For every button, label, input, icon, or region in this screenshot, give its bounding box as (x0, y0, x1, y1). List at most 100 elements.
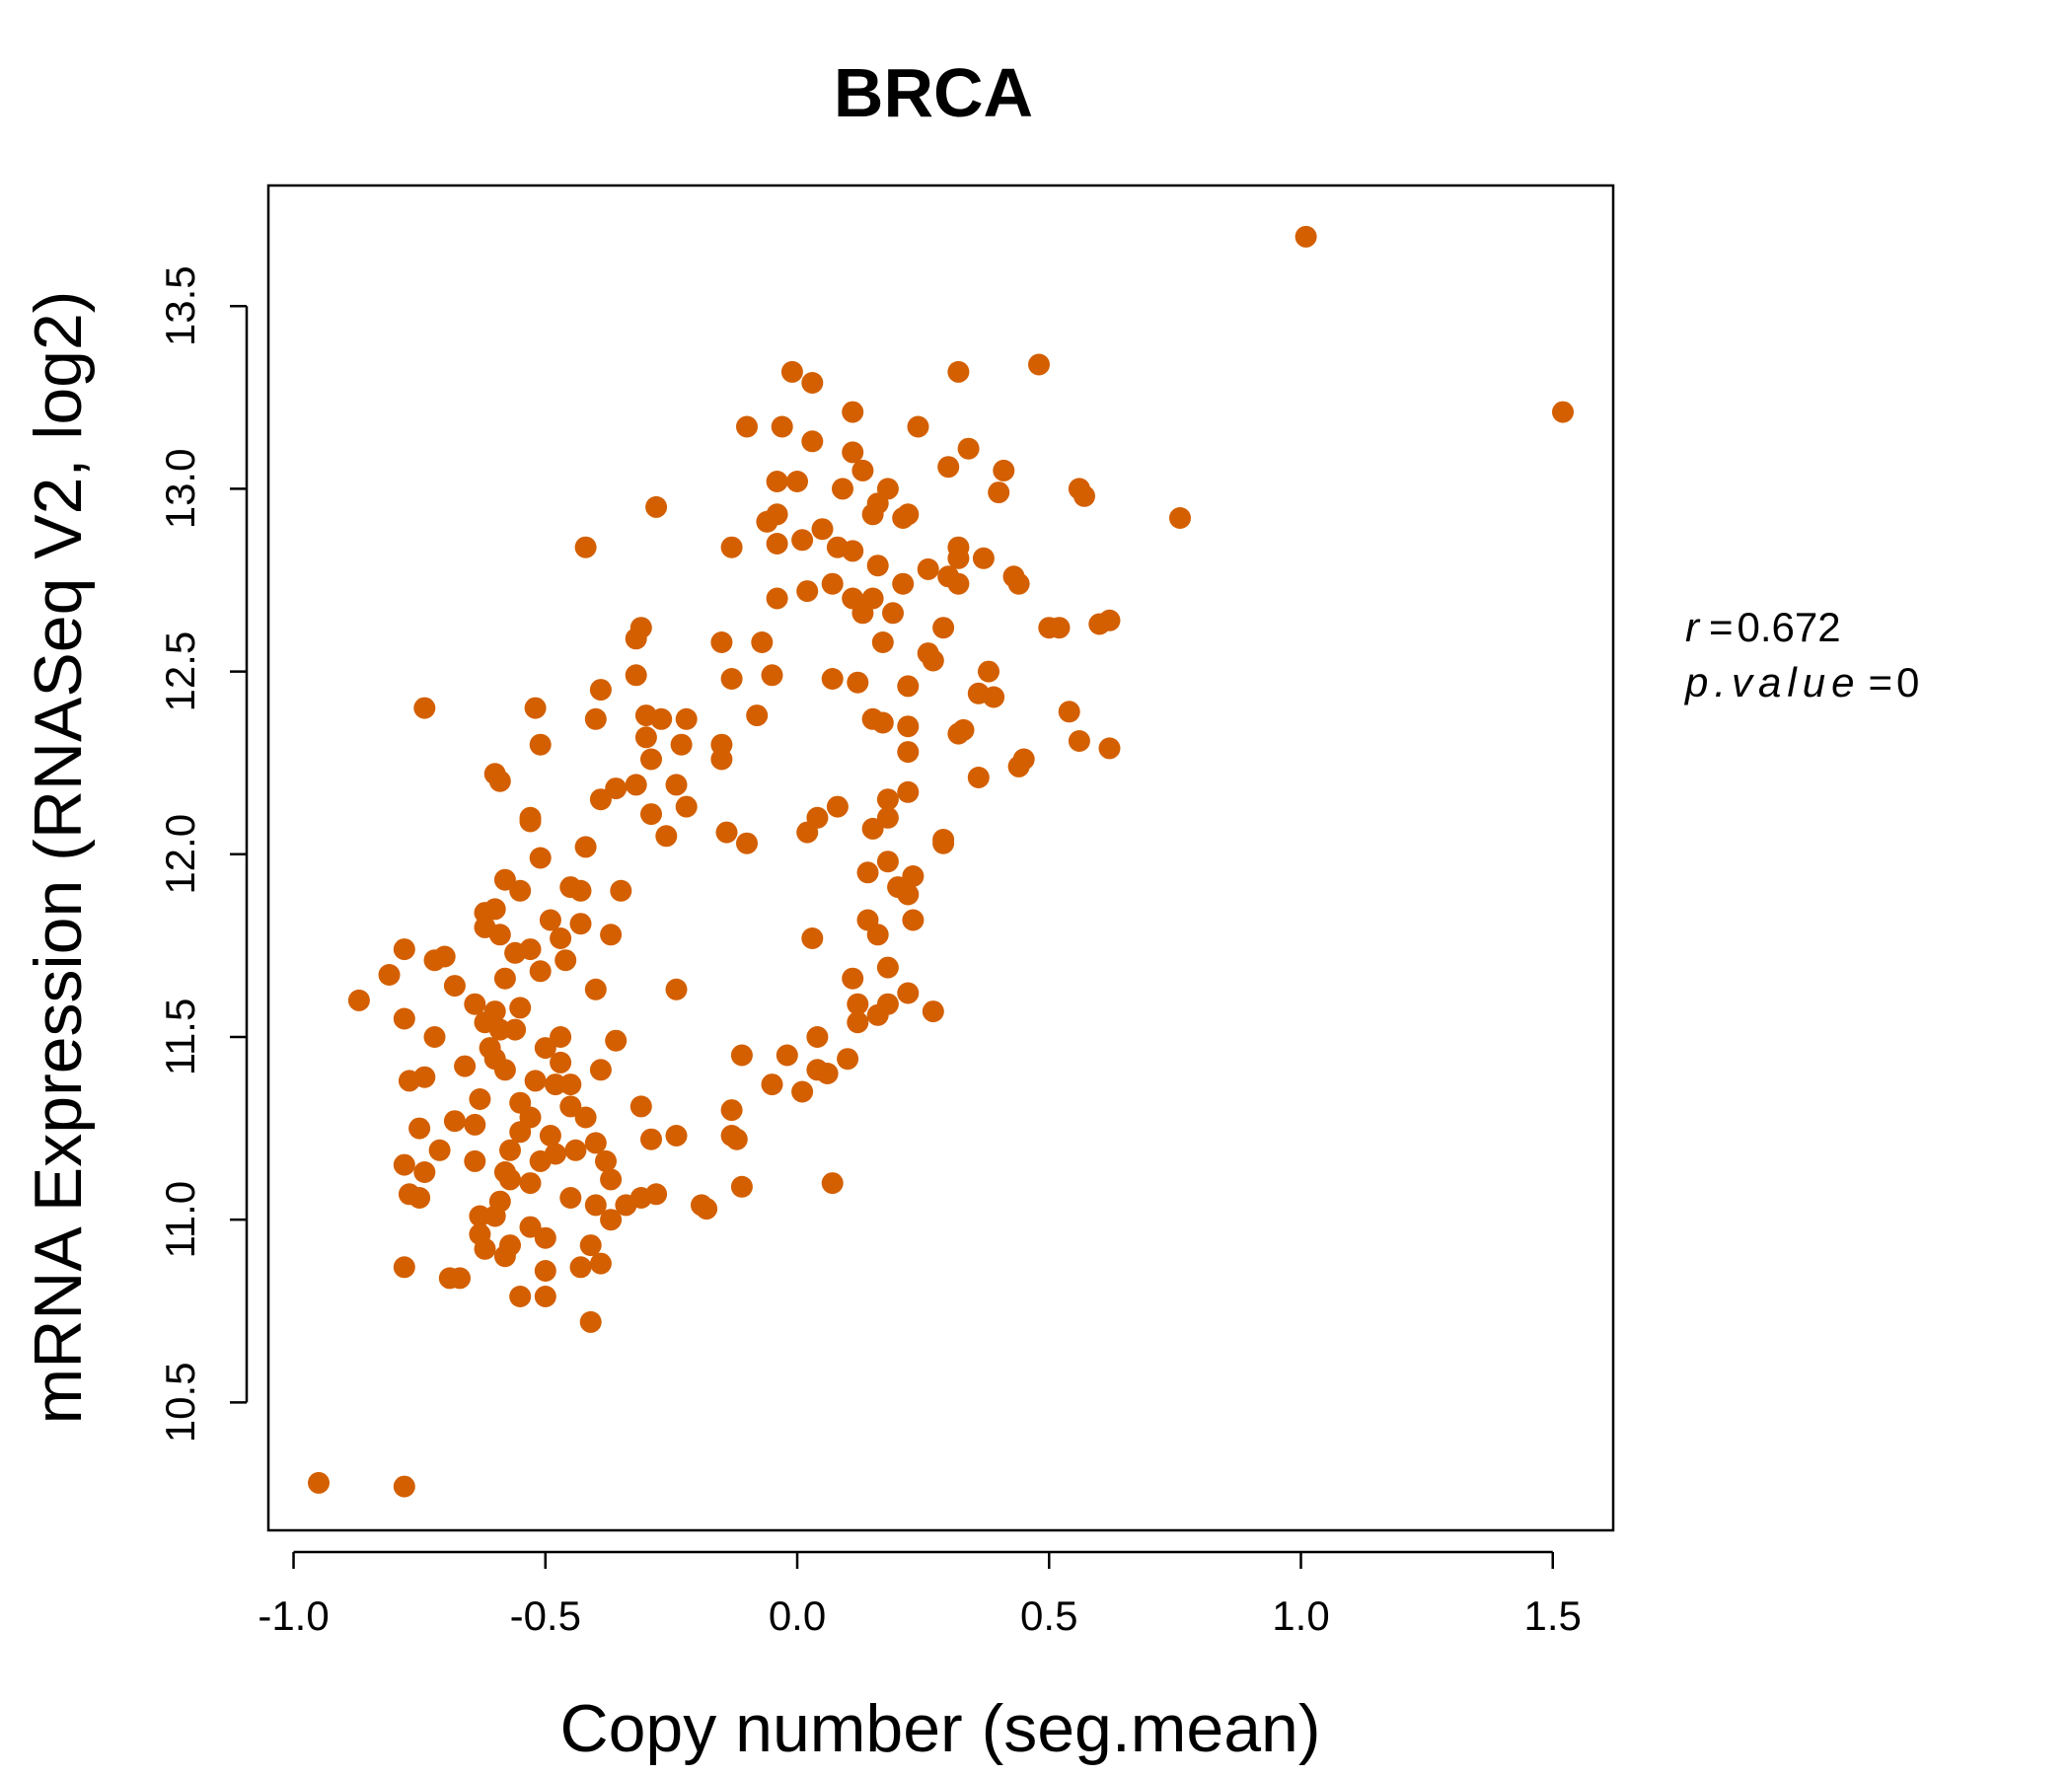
data-point (876, 851, 899, 873)
r-value: 0.672 (1738, 604, 1841, 650)
data-point (610, 879, 632, 902)
data-point (589, 679, 612, 702)
data-point (736, 415, 758, 438)
data-point (550, 927, 572, 949)
data-point (937, 456, 960, 479)
data-point (408, 1117, 431, 1140)
data-point (413, 1161, 436, 1183)
data-point (710, 631, 733, 653)
data-point (529, 960, 552, 983)
data-point (771, 415, 793, 438)
data-point (675, 707, 698, 730)
data-point (730, 1175, 753, 1198)
data-point (534, 1260, 556, 1282)
data-point (892, 572, 915, 595)
data-point (876, 788, 899, 811)
data-point (534, 1037, 556, 1060)
data-point (589, 788, 612, 811)
data-point (600, 1168, 623, 1191)
data-point (499, 1139, 521, 1161)
data-point (917, 557, 939, 580)
data-point (675, 795, 698, 818)
data-point (519, 1172, 542, 1195)
r-label: r (1685, 604, 1701, 650)
data-point (493, 1245, 516, 1268)
data-point (579, 1310, 602, 1333)
data-point (625, 664, 647, 687)
data-point (569, 1256, 592, 1279)
data-point (761, 664, 783, 687)
data-point (766, 533, 788, 555)
y-tick-label: 12.5 (157, 631, 203, 712)
data-point (574, 1106, 597, 1129)
data-point (600, 1209, 623, 1231)
data-point (842, 401, 864, 423)
data-point (876, 956, 899, 979)
data-point (524, 1070, 547, 1092)
data-point (559, 1187, 582, 1209)
data-point (866, 555, 889, 577)
data-point (559, 1073, 582, 1096)
data-point (720, 668, 743, 690)
data-point (569, 913, 592, 935)
data-point (589, 1059, 612, 1081)
x-tick-label: 0.0 (769, 1592, 826, 1639)
data-point (529, 1149, 552, 1172)
data-point (464, 1149, 486, 1172)
data-point (550, 1051, 572, 1073)
data-point (1073, 484, 1095, 507)
data-point (509, 1121, 532, 1144)
data-point (488, 1018, 511, 1041)
data-point (584, 707, 607, 730)
data-point (529, 733, 552, 756)
data-point (640, 748, 662, 771)
y-axis-label: mRNA Expression (RNASeq V2, log2) (21, 291, 96, 1425)
data-point (746, 704, 769, 727)
data-point (791, 1080, 814, 1103)
data-point (816, 1063, 839, 1084)
data-point (534, 1226, 556, 1249)
y-axis: 10.5 11.0 11.5 12.0 12.5 13.0 13.5 (157, 265, 249, 1443)
data-point (801, 372, 824, 394)
data-point (443, 975, 466, 998)
data-point (1028, 353, 1050, 376)
chart-title: BRCA (834, 54, 1033, 131)
data-point (499, 1168, 521, 1191)
data-point (555, 949, 577, 972)
data-point (378, 964, 401, 986)
data-point (574, 836, 597, 858)
data-point (947, 572, 970, 595)
data-point (851, 602, 874, 625)
data-point (670, 733, 693, 756)
data-point (847, 993, 869, 1015)
data-point (1007, 755, 1030, 777)
data-point (629, 1095, 652, 1118)
data-point (625, 774, 647, 796)
data-point (821, 572, 844, 595)
y-tick-label: 13.0 (157, 449, 203, 530)
data-point (469, 1088, 491, 1110)
data-point (780, 360, 803, 383)
data-point (443, 1110, 466, 1133)
data-point (574, 536, 597, 558)
data-point (801, 430, 824, 453)
data-point (922, 649, 944, 672)
data-point (1007, 572, 1030, 595)
data-point (876, 806, 899, 829)
data-point (791, 529, 814, 552)
data-point (428, 1139, 451, 1161)
data-point (454, 1055, 477, 1077)
data-point (993, 459, 1015, 481)
data-point (423, 1026, 446, 1048)
data-point (308, 1471, 330, 1494)
data-point (504, 1018, 527, 1041)
data-point (559, 1095, 582, 1118)
data-point (640, 1128, 662, 1150)
data-point (665, 978, 688, 1000)
data-point (761, 1073, 783, 1096)
data-point (584, 1132, 607, 1154)
data-point (519, 1216, 542, 1238)
data-point (393, 938, 415, 961)
correlation-annotation: r =0.672 p.value =0 (1683, 604, 1919, 705)
